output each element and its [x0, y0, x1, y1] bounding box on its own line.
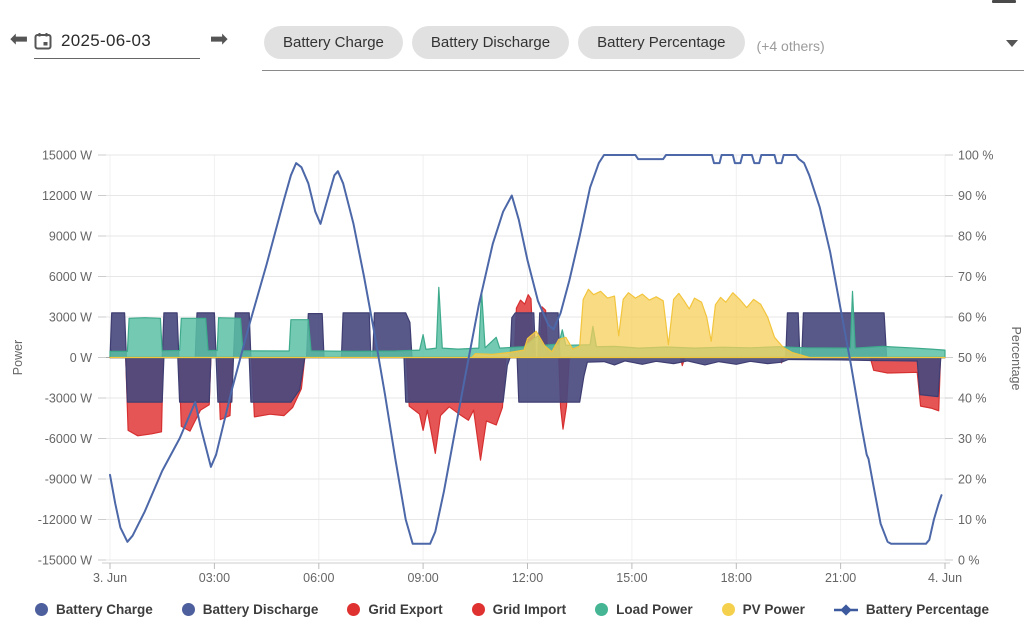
- svg-text:15:00: 15:00: [616, 571, 647, 585]
- date-picker[interactable]: 2025-06-03: [34, 24, 200, 59]
- series-chips: Battery Charge Battery Discharge Battery P…: [264, 26, 745, 59]
- chip-battery-discharge[interactable]: Battery Discharge: [411, 26, 570, 59]
- context-menu-icon[interactable]: [992, 0, 1016, 6]
- more-series-label: (+4 others): [756, 38, 825, 54]
- left-axis-title: Power: [11, 340, 25, 375]
- svg-text:10 %: 10 %: [958, 513, 987, 527]
- legend-item-grid-export[interactable]: Grid Export: [347, 602, 443, 617]
- svg-text:100 %: 100 %: [958, 149, 993, 163]
- svg-text:-15000 W: -15000 W: [38, 554, 92, 568]
- svg-text:06:00: 06:00: [303, 571, 334, 585]
- series-battery-percentage: [109, 154, 943, 545]
- svg-text:9000 W: 9000 W: [49, 230, 92, 244]
- series-filter-bar: Battery Charge Battery Discharge Battery P…: [262, 24, 1024, 71]
- svg-text:80 %: 80 %: [958, 230, 987, 244]
- axis-labels: 15000 W 12000 W 9000 W 6000 W 3000 W 0 W -3000…: [11, 149, 1023, 586]
- legend-label: Battery Discharge: [202, 602, 319, 617]
- svg-text:20 %: 20 %: [958, 473, 987, 487]
- legend-item-battery-charge[interactable]: Battery Charge: [35, 602, 153, 617]
- legend-label: Battery Percentage: [865, 602, 989, 617]
- svg-text:4. Jun: 4. Jun: [928, 571, 962, 585]
- svg-text:70 %: 70 %: [958, 270, 987, 284]
- svg-text:09:00: 09:00: [407, 571, 438, 585]
- legend-item-pv-power[interactable]: PV Power: [721, 602, 805, 617]
- svg-text:0 %: 0 %: [958, 554, 980, 568]
- legend-label: Grid Export: [368, 602, 443, 617]
- svg-text:50 %: 50 %: [958, 351, 987, 365]
- calendar-icon: [34, 32, 52, 50]
- legend-label: Load Power: [616, 602, 693, 617]
- arrow-right-icon: ➡: [209, 26, 229, 51]
- legend-circle-marker-icon: [181, 603, 195, 616]
- selected-date: 2025-06-03: [61, 31, 151, 50]
- legend-label: Grid Import: [492, 602, 567, 617]
- legend-label: Battery Charge: [56, 602, 153, 617]
- svg-text:60 %: 60 %: [958, 311, 987, 325]
- svg-text:12000 W: 12000 W: [42, 189, 92, 203]
- chip-battery-percentage[interactable]: Battery Percentage: [578, 26, 745, 59]
- chip-battery-charge[interactable]: Battery Charge: [264, 26, 403, 59]
- legend-circle-marker-icon: [471, 603, 485, 616]
- filter-underline: [262, 70, 1024, 71]
- svg-text:-9000 W: -9000 W: [45, 473, 92, 487]
- legend-circle-marker-icon: [347, 603, 361, 616]
- svg-text:18:00: 18:00: [721, 571, 752, 585]
- power-chart: 15000 W 12000 W 9000 W 6000 W 3000 W 0 W -3000…: [0, 130, 1024, 592]
- right-axis-title: Percentage: [1009, 327, 1023, 391]
- legend-label: PV Power: [742, 602, 805, 617]
- legend-item-battery-discharge[interactable]: Battery Discharge: [181, 602, 319, 617]
- svg-text:90 %: 90 %: [958, 189, 987, 203]
- previous-day-button[interactable]: ⬅: [4, 26, 34, 52]
- legend-item-grid-import[interactable]: Grid Import: [471, 602, 567, 617]
- svg-text:6000 W: 6000 W: [49, 270, 92, 284]
- legend-circle-marker-icon: [35, 603, 49, 616]
- svg-text:15000 W: 15000 W: [42, 149, 92, 163]
- svg-text:03:00: 03:00: [199, 571, 230, 585]
- svg-text:-12000 W: -12000 W: [38, 513, 92, 527]
- svg-text:-6000 W: -6000 W: [45, 432, 92, 446]
- chart-svg: 15000 W 12000 W 9000 W 6000 W 3000 W 0 W -3000…: [11, 149, 1023, 586]
- legend-line-diamond-marker-icon: [833, 603, 858, 616]
- svg-text:-3000 W: -3000 W: [45, 392, 92, 406]
- svg-text:0 W: 0 W: [70, 351, 92, 365]
- svg-text:40 %: 40 %: [958, 392, 987, 406]
- legend-item-load-power[interactable]: Load Power: [595, 602, 693, 617]
- svg-text:30 %: 30 %: [958, 432, 987, 446]
- svg-text:3. Jun: 3. Jun: [93, 571, 127, 585]
- svg-text:12:00: 12:00: [512, 571, 543, 585]
- legend-circle-marker-icon: [721, 603, 735, 616]
- legend-circle-marker-icon: [595, 603, 609, 616]
- arrow-left-icon: ⬅: [9, 26, 29, 51]
- svg-text:21:00: 21:00: [825, 571, 856, 585]
- svg-text:3000 W: 3000 W: [49, 311, 92, 325]
- chart-legend: Battery Charge Battery Discharge Grid Expo…: [0, 602, 1024, 617]
- series-pv-power: [109, 288, 946, 359]
- legend-item-battery-percentage[interactable]: Battery Percentage: [833, 602, 989, 617]
- chevron-down-icon[interactable]: [1006, 40, 1018, 47]
- next-day-button[interactable]: ➡: [204, 26, 234, 52]
